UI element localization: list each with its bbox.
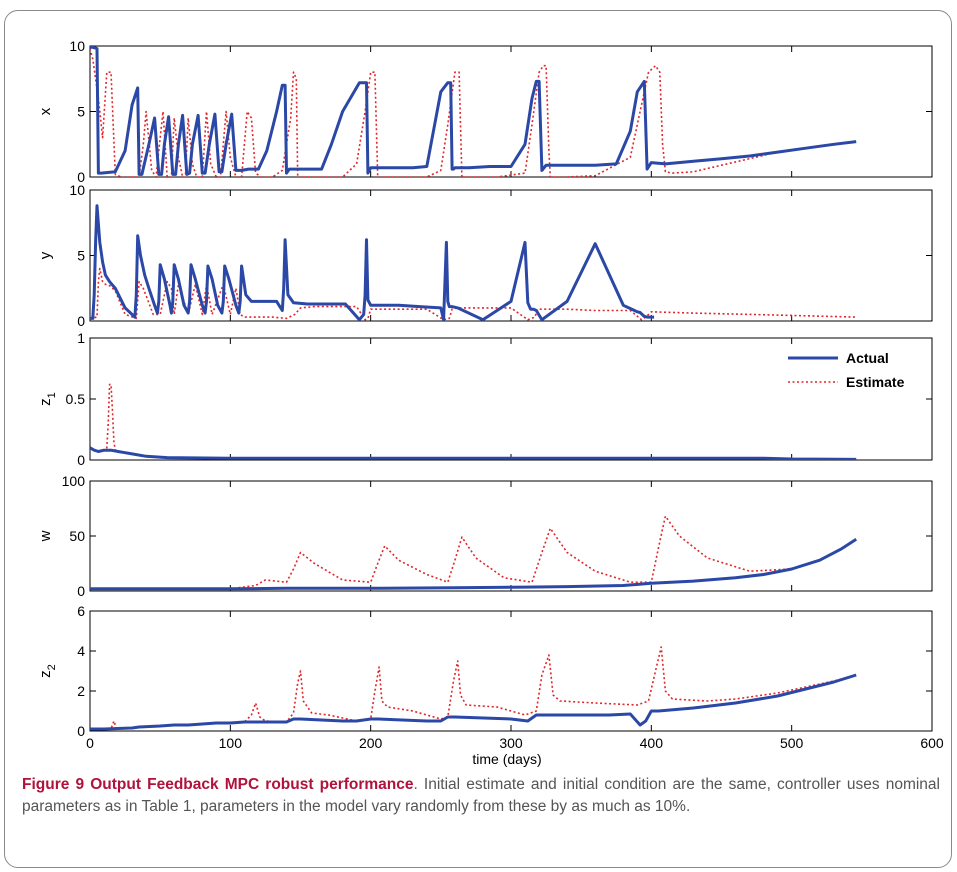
panel-4-axes xyxy=(89,610,933,732)
panel-4: 0 100 200 300 400 500 600 0 2 4 6 z2 xyxy=(37,603,944,751)
series-line-actual-panel-4 xyxy=(90,673,857,731)
y-tick-label: 0 xyxy=(77,583,85,599)
series-line-actual-panel-1 xyxy=(90,204,655,321)
y-axis-label: z2 xyxy=(37,664,58,678)
panel-0-axes xyxy=(89,45,933,178)
y-tick-label: 0 xyxy=(77,169,85,185)
legend: Actual Estimate xyxy=(788,350,905,390)
x-tick-label: 400 xyxy=(640,735,664,751)
x-tick-label: 300 xyxy=(499,735,523,751)
y-axis-label: y xyxy=(37,251,54,259)
y-tick-label: 0 xyxy=(77,723,85,739)
series-line-estimate-panel-1 xyxy=(90,267,857,321)
y-tick-label: 10 xyxy=(69,38,85,54)
y-tick-label: 2 xyxy=(77,683,85,699)
x-tick-label: 100 xyxy=(219,735,243,751)
figure-frame xyxy=(4,10,952,868)
x-tick-label: 600 xyxy=(920,735,944,751)
caption-text: . Initial estimate and initial condition… xyxy=(22,776,940,815)
panel-0: 0 5 10 x xyxy=(37,38,933,185)
y-tick-label: 6 xyxy=(77,603,85,619)
x-axis-label: time (days) xyxy=(472,751,541,767)
panel-3-axes xyxy=(89,480,933,592)
y-axis-label: w xyxy=(37,530,54,542)
y-tick-label: 50 xyxy=(69,528,85,544)
y-tick-label: 5 xyxy=(77,104,85,120)
legend-label-actual: Actual xyxy=(846,350,889,366)
x-tick-label: 0 xyxy=(86,735,94,751)
chart-panels: 0 5 10 x 0 5 10 y 0 0.5 1 z1 0 50 100 w 0 100 200 300 400 500… xyxy=(37,38,944,751)
x-tick-label: 200 xyxy=(359,735,383,751)
y-tick-label: 5 xyxy=(77,248,85,264)
y-axis-label: x xyxy=(37,107,54,115)
caption-label: Figure 9 Output Feedback MPC robust perf… xyxy=(22,776,414,793)
panel-2-axes xyxy=(89,337,933,461)
y-tick-label: 1 xyxy=(77,330,85,346)
panel-2: 0 0.5 1 z1 xyxy=(37,330,933,468)
y-tick-label: 0 xyxy=(77,313,85,329)
y-tick-label: 10 xyxy=(69,182,85,198)
series-line-estimate-panel-2 xyxy=(90,383,857,460)
series-line-estimate-panel-3 xyxy=(90,515,857,590)
y-tick-label: 100 xyxy=(62,473,86,489)
y-tick-label: 0.5 xyxy=(66,391,86,407)
series-line-actual-panel-3 xyxy=(90,538,858,591)
y-axis-label: z1 xyxy=(37,392,58,406)
y-tick-label: 0 xyxy=(77,452,85,468)
y-tick-label: 4 xyxy=(77,643,85,659)
series-line-actual-panel-0 xyxy=(90,46,857,176)
legend-label-estimate: Estimate xyxy=(846,374,905,390)
x-tick-label: 500 xyxy=(780,735,804,751)
panel-3: 0 50 100 w xyxy=(37,473,933,599)
figure-caption: Figure 9 Output Feedback MPC robust perf… xyxy=(22,774,940,818)
series-line-actual-panel-2 xyxy=(90,446,857,460)
panel-1: 0 5 10 y xyxy=(37,182,933,329)
